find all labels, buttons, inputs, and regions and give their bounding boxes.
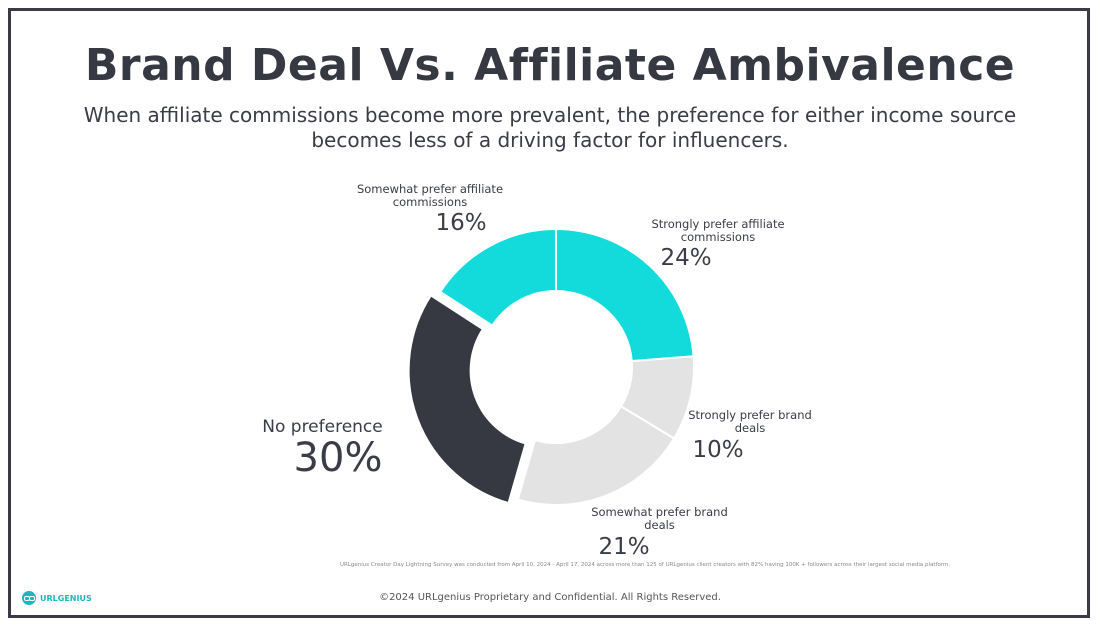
donut-slice-strong-affiliate xyxy=(555,227,695,363)
page-title: Brand Deal Vs. Affiliate Ambivalence xyxy=(84,40,1016,91)
donut-slice-no-preference xyxy=(407,294,527,505)
slice-label-strong-brand: Strongly prefer brand deals xyxy=(680,409,820,435)
slice-label-line: deals xyxy=(644,518,675,532)
slice-value-strong-affiliate: 24% xyxy=(660,245,712,271)
slice-label-somewhat-brand: Somewhat prefer brand deals xyxy=(587,506,732,532)
logo-text: URLGENIUS xyxy=(40,593,92,603)
slice-value-strong-brand: 10% xyxy=(692,437,744,463)
slice-label-strong-affiliate: Strongly prefer affiliate commissions xyxy=(648,218,788,244)
slice-label-line: Somewhat prefer affiliate xyxy=(356,182,504,196)
slice-label-line: deals xyxy=(734,421,766,435)
copyright-footer: ©2024 URLgenius Proprietary and Confiden… xyxy=(379,592,721,603)
slice-value-somewhat-affiliate: 16% xyxy=(435,210,487,236)
slice-value-somewhat-brand: 21% xyxy=(598,534,650,560)
slice-label-line: Strongly prefer brand xyxy=(688,408,812,422)
slice-label-line: Strongly prefer affiliate xyxy=(651,217,785,231)
slide-frame xyxy=(8,8,1090,618)
slice-label-line: commissions xyxy=(392,195,468,209)
slice-label-line: Somewhat prefer brand xyxy=(591,505,728,519)
slice-label-somewhat-affiliate: Somewhat prefer affiliate commissions xyxy=(350,183,510,209)
survey-footnote: URLgenius Creator Day Lightning Survey w… xyxy=(340,562,951,568)
slice-label-no-preference: No preference xyxy=(250,417,395,437)
subtitle-line-1: When affiliate commissions become more p… xyxy=(83,103,1017,127)
link-icon xyxy=(22,591,36,605)
slice-label-line: No preference xyxy=(262,417,383,437)
brand-logo: URLGENIUS xyxy=(22,591,92,605)
donut-slice-somewhat-brand xyxy=(516,404,676,506)
subtitle-line-2: becomes less of a driving factor for inf… xyxy=(311,128,789,152)
slice-value-no-preference: 30% xyxy=(293,435,383,481)
donut-slice-somewhat-affiliate xyxy=(438,227,557,328)
slice-label-line: commissions xyxy=(680,230,756,244)
page-subtitle: When affiliate commissions become more p… xyxy=(80,103,1020,153)
